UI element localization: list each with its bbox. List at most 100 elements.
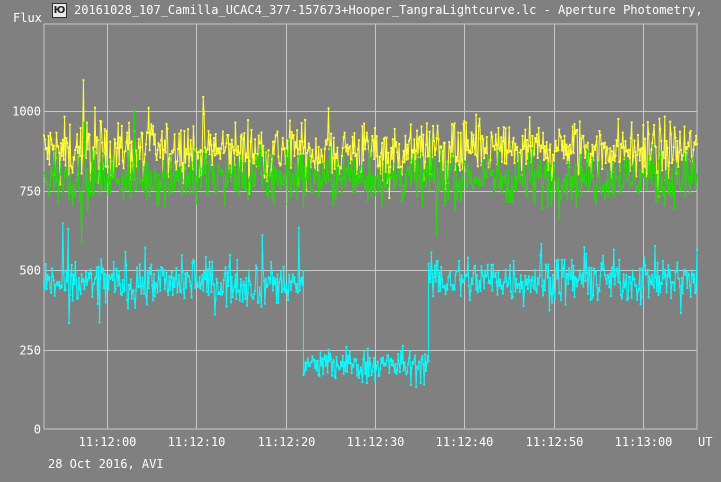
data-point — [640, 295, 643, 298]
data-point — [615, 267, 618, 270]
data-point — [236, 154, 239, 156]
data-point — [673, 208, 676, 211]
data-point — [663, 204, 666, 207]
data-point — [130, 297, 133, 300]
data-point — [678, 169, 681, 172]
data-point — [150, 263, 153, 266]
data-point — [663, 269, 666, 271]
data-point — [671, 162, 673, 164]
data-point — [223, 149, 226, 152]
data-point — [685, 270, 688, 273]
data-point — [197, 164, 200, 167]
data-point — [534, 269, 537, 272]
data-point — [472, 187, 475, 190]
data-point — [671, 168, 673, 170]
data-point — [62, 183, 65, 186]
data-point — [622, 183, 625, 186]
data-point — [322, 162, 325, 165]
data-point — [287, 161, 290, 163]
data-point — [168, 157, 171, 160]
data-point — [305, 188, 308, 191]
data-point — [647, 133, 650, 136]
data-point — [540, 174, 543, 177]
data-point — [176, 291, 179, 294]
data-point — [616, 269, 619, 272]
data-point — [201, 274, 204, 277]
data-point — [576, 285, 579, 288]
data-point — [538, 176, 541, 179]
data-point — [466, 149, 469, 152]
data-point — [439, 170, 442, 173]
data-point — [275, 168, 278, 171]
data-point — [128, 142, 131, 144]
data-point — [691, 181, 694, 184]
data-point — [261, 186, 264, 189]
data-point — [559, 291, 562, 294]
data-point — [196, 157, 199, 160]
data-point — [51, 171, 54, 174]
data-point — [578, 179, 581, 182]
data-point — [256, 156, 259, 159]
data-point — [655, 171, 658, 174]
data-point — [392, 365, 395, 368]
data-point — [343, 361, 346, 364]
data-point — [500, 287, 503, 290]
data-point — [578, 120, 581, 123]
data-point — [478, 117, 481, 120]
data-point — [323, 354, 326, 357]
data-point — [181, 270, 184, 273]
data-point — [623, 286, 626, 289]
data-point — [112, 261, 115, 264]
data-point — [140, 181, 143, 184]
data-point — [272, 202, 275, 205]
data-point — [427, 262, 430, 265]
data-point — [509, 290, 512, 293]
data-point — [653, 171, 656, 174]
data-point — [158, 277, 161, 280]
data-point — [149, 132, 152, 135]
data-point — [430, 138, 433, 141]
data-point — [272, 140, 274, 143]
data-point — [233, 164, 236, 167]
data-point — [549, 276, 552, 279]
data-point — [491, 289, 494, 292]
data-point — [337, 166, 340, 169]
data-point — [239, 154, 242, 157]
data-point — [242, 162, 245, 165]
data-point — [250, 129, 253, 131]
data-point — [164, 279, 167, 282]
data-point — [418, 135, 421, 138]
data-point — [695, 186, 698, 189]
data-point — [189, 284, 192, 287]
date-source-label: 28 Oct 2016, AVI — [48, 457, 164, 471]
data-point — [368, 137, 371, 140]
data-point — [253, 171, 256, 174]
data-point — [473, 176, 476, 179]
data-point — [436, 259, 439, 262]
data-point — [137, 285, 140, 288]
data-point — [458, 163, 461, 166]
data-point — [181, 186, 184, 189]
data-point — [682, 270, 685, 273]
data-point — [359, 366, 362, 369]
data-point — [356, 172, 359, 175]
data-point — [668, 276, 671, 279]
data-point — [196, 180, 199, 183]
data-point — [232, 288, 235, 291]
data-point — [173, 187, 176, 190]
data-point — [433, 264, 436, 267]
data-point — [196, 151, 198, 154]
data-point — [247, 269, 250, 272]
data-point — [687, 179, 690, 182]
data-point — [341, 354, 344, 357]
data-point — [204, 153, 207, 156]
data-point — [409, 123, 412, 126]
data-point — [342, 153, 345, 156]
data-point — [482, 159, 485, 162]
data-point — [470, 181, 473, 184]
data-point — [188, 191, 191, 194]
data-point — [565, 143, 568, 146]
data-point — [645, 173, 648, 176]
data-point — [574, 163, 577, 166]
data-point — [174, 278, 177, 280]
